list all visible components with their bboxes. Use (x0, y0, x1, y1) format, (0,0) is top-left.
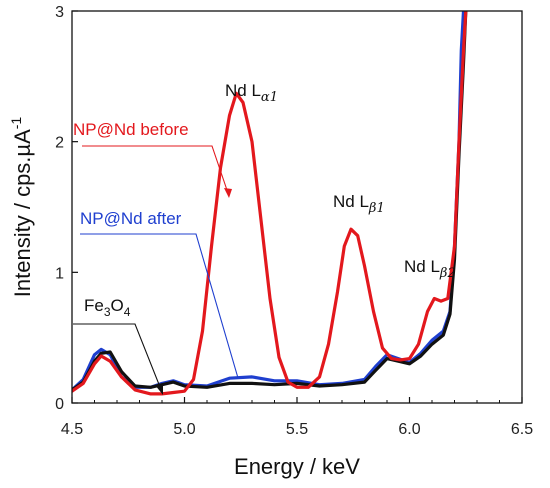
lb2-sub: β2 (439, 266, 456, 281)
label-before: NP@Nd before (73, 120, 189, 139)
y-axis-title-group: Intensity / cps.µA-1 (8, 117, 35, 298)
y-axis-title-sup: -1 (8, 117, 24, 130)
fe-sub1: 3 (104, 305, 111, 319)
y-tick-label: 1 (55, 265, 64, 282)
x-tick-label: 6.5 (511, 421, 533, 438)
peak-label-la1: Nd Lα1 (225, 81, 278, 105)
series-line-1 (72, 11, 466, 392)
peak-label-lb2: Nd Lβ2 (404, 257, 456, 281)
lb1-sub: β1 (368, 201, 385, 216)
x-tick-label: 5.5 (286, 421, 308, 438)
fe-sub2: 4 (124, 305, 131, 319)
series-line-0 (72, 11, 468, 396)
label-fe3o4-arrowhead (155, 384, 163, 395)
lb1-main: Nd L (333, 192, 369, 211)
label-fe3o4: Fe3O4 (84, 296, 131, 319)
label-after: NP@Nd after (80, 209, 182, 228)
lb2-main: Nd L (404, 257, 440, 276)
label-after-leader (80, 233, 239, 379)
plot-frame (71, 10, 523, 404)
y-tick-label: 0 (55, 396, 64, 413)
series-line-2 (72, 11, 468, 392)
x-tick-label: 5.0 (173, 421, 195, 438)
label-fe3o4-leader (73, 323, 163, 393)
la1-sub: α1 (261, 90, 278, 105)
la1-main: Nd L (225, 81, 261, 100)
y-tick-label: 3 (55, 4, 64, 21)
x-tick-label: 6.0 (398, 421, 420, 438)
label-before-leader (82, 145, 230, 197)
series-layer (72, 11, 468, 396)
y-axis-title-text: Intensity / cps.µA (10, 129, 35, 297)
label-before-arrowhead (224, 188, 232, 198)
y-axis-title: Intensity / cps.µA-1 (8, 117, 35, 298)
fe-main: Fe (84, 296, 104, 315)
x-tick-label: 4.5 (61, 421, 83, 438)
fe-mid: O (111, 296, 124, 315)
x-axis-ticks: 4.5 5.0 5.5 6.0 6.5 (61, 397, 533, 438)
y-axis-ticks: 0 1 2 3 (55, 4, 78, 413)
x-axis-title: Energy / keV (234, 454, 360, 479)
y-tick-label: 2 (55, 135, 64, 152)
peak-label-lb1: Nd Lβ1 (333, 192, 385, 216)
